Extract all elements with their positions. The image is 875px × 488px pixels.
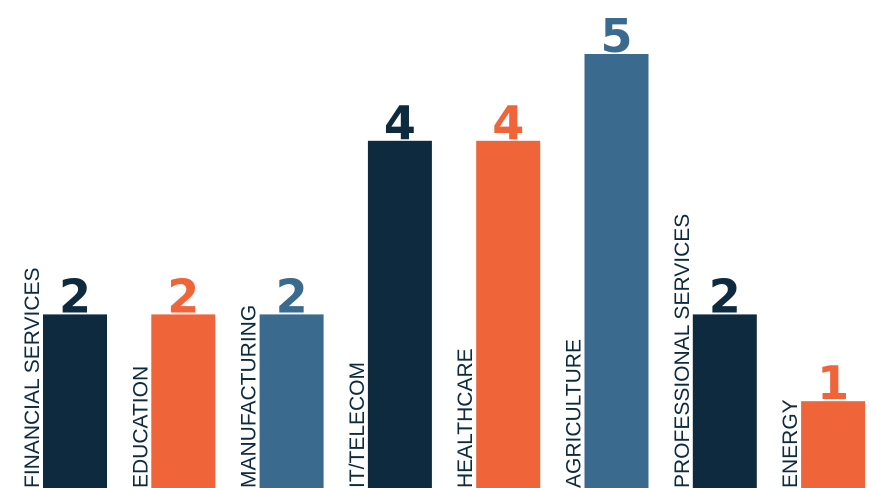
bar-value-label: 4 xyxy=(492,96,524,150)
category-label: EDUCATION xyxy=(129,366,152,488)
bar xyxy=(584,54,649,488)
bar-value-label: 2 xyxy=(276,269,308,323)
bar xyxy=(692,314,757,488)
bar xyxy=(151,314,216,488)
category-label: IT/TELECOM xyxy=(346,362,369,488)
category-label: MANUFACTURING xyxy=(238,305,261,488)
bar xyxy=(801,401,866,488)
bar-value-label: 5 xyxy=(600,9,632,63)
category-label: FINANCIAL SERVICES xyxy=(21,267,44,488)
bar xyxy=(476,140,541,488)
category-label: AGRICULTURE xyxy=(563,339,586,488)
bar-value-label: 2 xyxy=(167,269,199,323)
category-label: ENERGY xyxy=(779,399,802,488)
bar-value-label: 1 xyxy=(817,356,849,410)
bar xyxy=(43,314,107,488)
category-label: HEALTHCARE xyxy=(454,348,477,488)
bar xyxy=(367,140,432,488)
bar xyxy=(259,314,324,488)
bar-value-label: 4 xyxy=(384,96,416,150)
bar-value-label: 2 xyxy=(709,269,741,323)
category-label: PROFESSIONAL SERVICES xyxy=(671,214,694,488)
bar-value-label: 2 xyxy=(59,269,91,323)
